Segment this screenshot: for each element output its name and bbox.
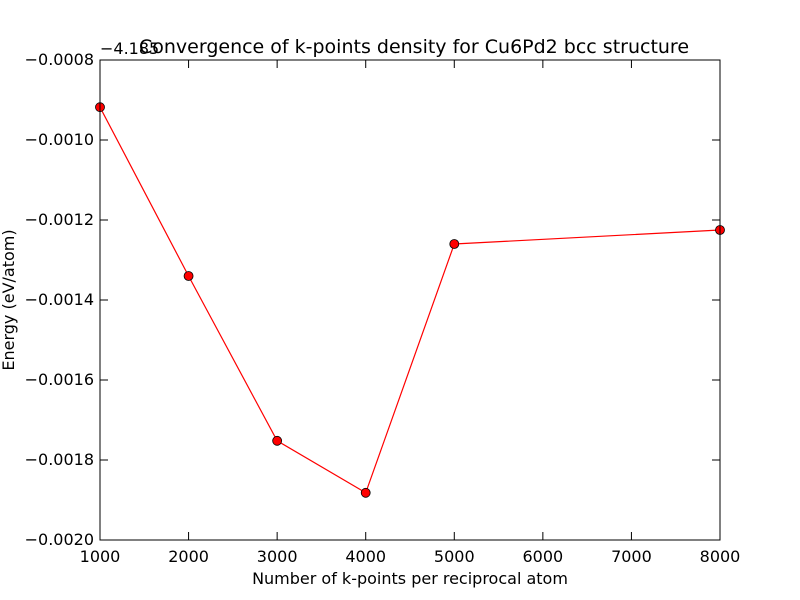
- y-tick-label: −0.0020: [25, 530, 94, 549]
- y-tick-label: −0.0018: [25, 450, 94, 469]
- plot-area: [100, 60, 720, 540]
- data-point: [449, 239, 460, 249]
- x-tick-label: 4000: [345, 547, 386, 566]
- x-tick-label: 6000: [522, 547, 563, 566]
- plot-frame: [99, 59, 721, 541]
- x-tick-label: 3000: [257, 547, 298, 566]
- y-tick-label: −0.0012: [25, 210, 94, 229]
- y-tick-label: −0.0008: [25, 50, 94, 69]
- data-point: [360, 487, 371, 498]
- y-tick-label: −0.0010: [25, 130, 94, 149]
- series-line: [99, 106, 721, 494]
- x-tick-label: 8000: [700, 547, 741, 566]
- data-point: [183, 271, 194, 281]
- chart-title: Convergence of k-points density for Cu6P…: [139, 36, 689, 58]
- data-point: [272, 435, 283, 446]
- x-tick-label: 1000: [80, 547, 121, 566]
- y-axis-label: Energy (eV/atom): [0, 229, 18, 370]
- x-axis-label: Number of k-points per reciprocal atom: [252, 569, 568, 588]
- x-tick-label: 2000: [168, 547, 209, 566]
- y-tick-label: −0.0014: [25, 290, 94, 309]
- y-offset-label: −4.185: [100, 39, 159, 58]
- y-tick-label: −0.0016: [25, 370, 94, 389]
- x-tick-label: 5000: [434, 547, 475, 566]
- x-tick-label: 7000: [611, 547, 652, 566]
- ticks-layer: 1000 2000 3000 4000 5000 6000 7000 8000 −0.0020 −…: [25, 50, 741, 566]
